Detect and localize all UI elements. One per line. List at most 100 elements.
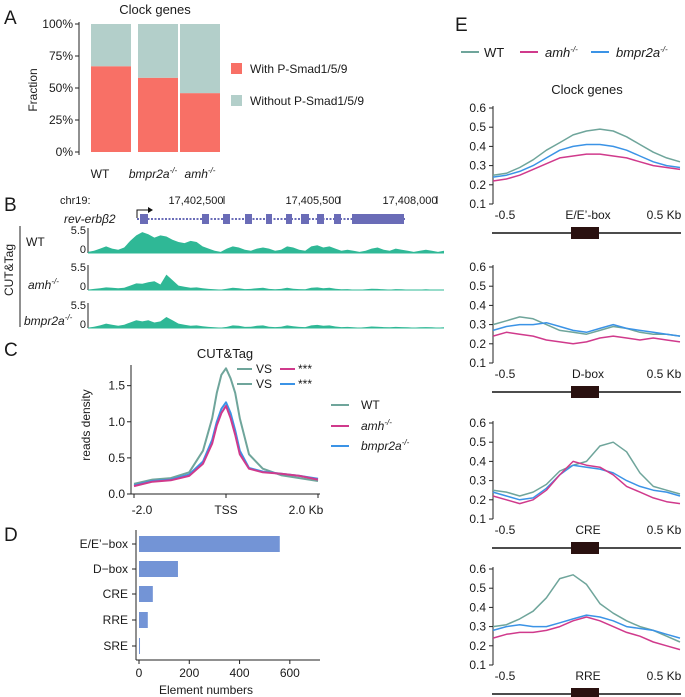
panel-b-label: B (4, 195, 17, 216)
a-ytick-label: 100% (42, 17, 73, 31)
e-legend-wt: WT (484, 45, 504, 60)
a-ytick-label: 75% (49, 49, 73, 63)
element-label: CRE (103, 587, 128, 601)
bar-without-psmad (180, 24, 220, 94)
track-label-wt: WT (26, 235, 45, 249)
panel-d: D E/E’−box D−box CRE RRE SRE 0 200 400 600 Elem… (4, 525, 320, 697)
exon (286, 214, 292, 224)
panel-d-xlabel: Element numbers (159, 683, 253, 697)
a-ytick-label: 25% (49, 113, 73, 127)
panel-c-title: CUT&Tag (197, 346, 253, 361)
panel-b: B chr19: 17,402,500 17,405,500 17,408,00… (2, 195, 444, 331)
track-side-label: CUT&Tag (2, 244, 16, 296)
tss-arrowhead (148, 207, 153, 213)
track-max-label: 5.5 (71, 225, 86, 237)
bar-without-psmad (138, 24, 178, 78)
panel-c-yticks: 0.0 0.5 1.0 1.5 (108, 379, 131, 501)
panel-c-xticks: -2.0 TSS 2.0 Kb (132, 494, 324, 517)
e-xtick-left: -0.5 (495, 208, 516, 222)
bar-with-psmad (138, 77, 178, 152)
c-ytick-label: 1.5 (108, 379, 125, 393)
e-xtick-right: 0.5 Kb (647, 669, 682, 683)
e-ytick-label: 0.6 (469, 416, 486, 430)
element-label: SRE (103, 639, 128, 653)
gene-exons (140, 214, 404, 224)
panel-e: E WT amh-/- bmpr2a-/- Clock genes 0.1 0.2… (455, 15, 682, 697)
panel-c-label: C (4, 340, 18, 361)
e-subplot: 0.1 0.2 0.3 0.4 0.5 0.6 -0.5 RRE 0.5 Kb (469, 562, 682, 697)
bar-with-psmad (91, 66, 131, 152)
vs2-sig: *** (298, 377, 312, 391)
panel-c-ylabel: reads density (79, 389, 93, 460)
coord-label-2: 17,405,500 (285, 195, 340, 207)
e-xtick-left: -0.5 (495, 367, 516, 381)
panel-a-bars (91, 24, 220, 152)
coverage-tracks: 5.5 0 5.5 0 5.5 0 (71, 225, 444, 331)
coverage-track (88, 274, 444, 290)
element-bar (139, 536, 280, 552)
e-motif-box (571, 542, 599, 554)
a-xlabel-bmpr2a: bmpr2a-/- (129, 166, 178, 181)
e-series-line (492, 441, 681, 497)
e-motif-box (571, 688, 599, 697)
vs1-label: VS (256, 362, 272, 376)
e-ytick-label: 0.1 (469, 512, 486, 526)
e-ytick-label: 0.5 (469, 279, 486, 293)
e-ytick-label: 0.3 (469, 474, 486, 488)
tss-arrow (136, 209, 150, 218)
track-max-label: 5.5 (71, 300, 86, 312)
panel-b-chrom: chr19: (60, 195, 91, 207)
e-ytick-label: 0.2 (469, 337, 486, 351)
panel-a: A Clock genes Fraction 0% 25% 50% 75% 100% W… (4, 2, 364, 181)
coverage-track (88, 317, 444, 328)
e-legend-bmpr: bmpr2a-/- (616, 45, 668, 60)
c-xtick-label: -2.0 (132, 503, 153, 517)
d-xtick-label: 0 (136, 666, 143, 680)
e-ytick-label: 0.4 (469, 454, 486, 468)
exon (301, 214, 309, 224)
e-ytick-label: 0.1 (469, 356, 486, 370)
panel-c-legend: WT amh-/- bmpr2a-/- (331, 398, 410, 453)
e-ytick-label: 0.3 (469, 159, 486, 173)
d-xtick-label: 400 (230, 666, 250, 680)
e-series-line (492, 143, 681, 178)
panel-c-comparisons: VS *** VS *** (237, 362, 312, 391)
e-ytick-label: 0.4 (469, 139, 486, 153)
legend-label-without: Without P-Smad1/5/9 (250, 94, 364, 108)
bar-without-psmad (91, 24, 131, 67)
track-min-label: 0 (80, 244, 86, 256)
c-ytick-label: 1.0 (108, 415, 125, 429)
e-series-line (492, 153, 681, 182)
e-ytick-label: 0.6 (469, 260, 486, 274)
e-ytick-label: 0.1 (469, 658, 486, 672)
e-ytick-label: 0.1 (469, 197, 486, 211)
d-xtick-label: 200 (179, 666, 199, 680)
exon (334, 214, 341, 224)
element-label: E/E’−box (80, 537, 128, 551)
exon (202, 214, 209, 224)
e-xtick-right: 0.5 Kb (647, 367, 682, 381)
e-ytick-label: 0.3 (469, 318, 486, 332)
e-ytick-label: 0.2 (469, 493, 486, 507)
e-motif-label: E/E’-box (565, 208, 610, 222)
panel-a-xlabels: WT bmpr2a-/- amh-/- (91, 166, 216, 181)
e-series-line (492, 128, 681, 176)
track-min-label: 0 (80, 319, 86, 331)
e-motif-label: RRE (575, 669, 600, 683)
e-ytick-label: 0.5 (469, 435, 486, 449)
e-xtick-left: -0.5 (495, 523, 516, 537)
e-ytick-label: 0.4 (469, 600, 486, 614)
d-xtick-label: 600 (280, 666, 300, 680)
element-bar (139, 612, 148, 628)
coord-label-3: 17,408,000 (382, 195, 437, 207)
legend-swatch-without (231, 95, 242, 106)
coverage-track (88, 232, 444, 253)
e-motif-box (571, 386, 599, 398)
track-label-amh: amh-/- (28, 277, 59, 292)
panel-e-subplots: 0.1 0.2 0.3 0.4 0.5 0.6 -0.5 E/E’-box 0.5 Kb 0.1 0… (469, 101, 682, 697)
panel-e-title: Clock genes (551, 82, 623, 97)
c-series-line (133, 401, 319, 487)
e-motif-box (571, 227, 599, 239)
a-xlabel-amh: amh-/- (185, 166, 216, 181)
